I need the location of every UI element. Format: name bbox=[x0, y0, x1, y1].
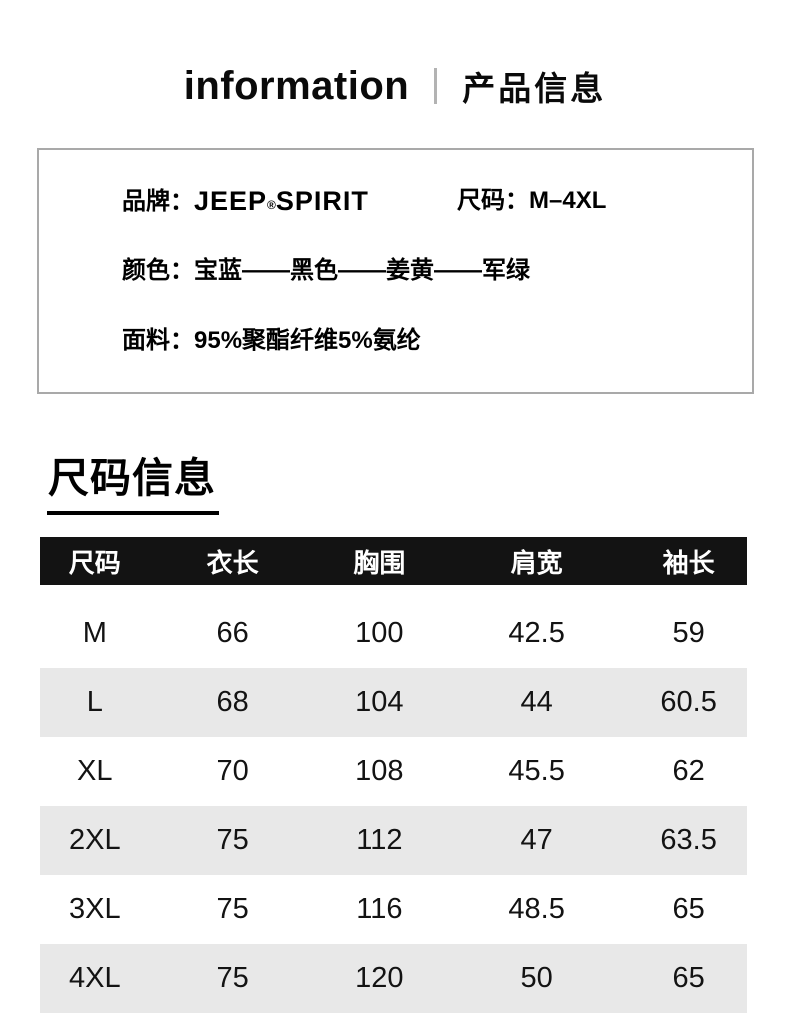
cell-shoulder: 42.5 bbox=[508, 617, 565, 649]
product-info-box: 品牌：JEEP®SPIRIT 尺码：M–4XL 颜色：宝蓝——黑色——姜黄——军… bbox=[37, 148, 754, 394]
page-title-en: information bbox=[183, 63, 410, 108]
cell-shoulder: 47 bbox=[520, 824, 553, 856]
size-table-header-row: 尺码 衣长 胸围 肩宽 袖长 bbox=[40, 537, 747, 585]
cell-size: L bbox=[86, 686, 103, 718]
cell-length: 68 bbox=[216, 686, 249, 718]
cell-length: 70 bbox=[216, 755, 249, 787]
cell-chest: 112 bbox=[356, 824, 403, 856]
size-table-body: M 66 100 42.5 59 L 68 104 44 60.5 XL 70 … bbox=[40, 599, 747, 1013]
cell-shoulder: 45.5 bbox=[508, 755, 565, 787]
cell-sleeve: 65 bbox=[672, 962, 705, 994]
column-header-shoulder: 肩宽 bbox=[510, 547, 563, 578]
size-range: 尺码：M–4XL bbox=[457, 186, 606, 216]
brand-logo-part1: JEEP bbox=[194, 186, 268, 216]
table-row-4xl: 4XL 75 120 50 65 bbox=[40, 944, 747, 1013]
cell-chest: 120 bbox=[355, 962, 404, 994]
cell-sleeve: 62 bbox=[672, 755, 705, 787]
column-header-sleeve: 袖长 bbox=[662, 547, 715, 578]
page-header: information 产品信息 bbox=[0, 62, 790, 110]
column-header-size: 尺码 bbox=[68, 547, 121, 578]
color-value: 宝蓝——黑色——姜黄——军绿 bbox=[194, 257, 530, 284]
brand-logo: JEEP®SPIRIT bbox=[194, 186, 369, 216]
table-row-m: M 66 100 42.5 59 bbox=[40, 599, 747, 668]
cell-length: 75 bbox=[216, 962, 249, 994]
table-row-2xl: 2XL 75 112 47 63.5 bbox=[40, 806, 747, 875]
fabric-label: 面料： bbox=[122, 327, 194, 354]
table-row-l: L 68 104 44 60.5 bbox=[40, 668, 747, 737]
cell-sleeve: 59 bbox=[672, 617, 705, 649]
size-value: M–4XL bbox=[529, 187, 607, 214]
cell-length: 66 bbox=[216, 617, 249, 649]
cell-chest: 104 bbox=[355, 686, 404, 718]
brand-size-row: 品牌：JEEP®SPIRIT 尺码：M–4XL bbox=[122, 186, 606, 220]
color-label: 颜色： bbox=[122, 257, 194, 284]
cell-chest: 116 bbox=[356, 893, 403, 925]
cell-size: 3XL bbox=[68, 893, 121, 925]
cell-size: M bbox=[82, 617, 107, 649]
cell-shoulder: 50 bbox=[520, 962, 553, 994]
size-info-heading: 尺码信息 bbox=[47, 444, 219, 515]
cell-length: 75 bbox=[216, 824, 249, 856]
cell-sleeve: 65 bbox=[672, 893, 705, 925]
cell-sleeve: 60.5 bbox=[660, 686, 717, 718]
cell-shoulder: 48.5 bbox=[508, 893, 565, 925]
brand-label: 品牌： bbox=[122, 188, 194, 215]
title-divider bbox=[434, 68, 438, 104]
cell-size: XL bbox=[77, 755, 113, 787]
cell-length: 75 bbox=[216, 893, 249, 925]
size-label: 尺码： bbox=[457, 187, 529, 214]
size-table: 尺码 衣长 胸围 肩宽 袖长 M 66 100 42.5 59 L 68 104… bbox=[40, 537, 747, 1013]
column-header-garment-length: 衣长 bbox=[206, 547, 259, 578]
brand-logo-part2: SPIRIT bbox=[275, 186, 369, 216]
cell-sleeve: 63.5 bbox=[660, 824, 717, 856]
fabric-value: 95%聚酯纤维5%氨纶 bbox=[194, 327, 421, 354]
cell-size: 2XL bbox=[68, 824, 121, 856]
cell-size: 4XL bbox=[68, 962, 121, 994]
cell-chest: 100 bbox=[355, 617, 404, 649]
table-row-3xl: 3XL 75 116 48.5 65 bbox=[40, 875, 747, 944]
cell-shoulder: 44 bbox=[520, 686, 553, 718]
table-row-xl: XL 70 108 45.5 62 bbox=[40, 737, 747, 806]
registered-trademark-icon: ® bbox=[267, 198, 276, 212]
fabric-row: 面料：95%聚酯纤维5%氨纶 bbox=[122, 326, 421, 356]
color-row: 颜色：宝蓝——黑色——姜黄——军绿 bbox=[122, 256, 530, 286]
cell-chest: 108 bbox=[355, 755, 404, 787]
column-header-chest: 胸围 bbox=[353, 547, 406, 578]
page-title-zh: 产品信息 bbox=[462, 70, 607, 107]
